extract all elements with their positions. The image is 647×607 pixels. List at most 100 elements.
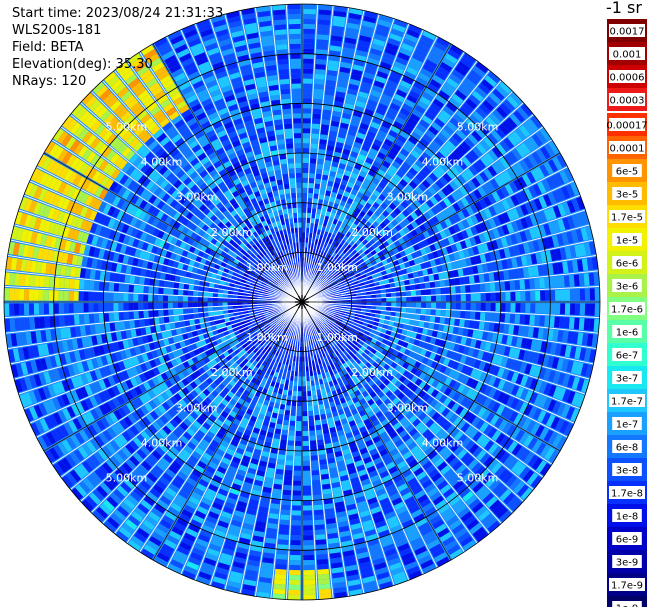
range-gate-cell	[445, 302, 451, 309]
range-gate-cell	[402, 103, 413, 113]
range-gate-cell	[314, 259, 318, 265]
range-gate-cell	[318, 287, 323, 292]
range-gate-cell	[410, 57, 423, 67]
range-gate-cell	[527, 437, 538, 450]
range-gate-cell	[333, 267, 339, 272]
range-gate-cell	[354, 283, 360, 288]
range-gate-cell	[381, 93, 392, 102]
range-gate-cell	[364, 10, 378, 19]
range-gate-cell	[334, 248, 340, 254]
range-gate-cell	[383, 52, 395, 61]
range-gate-cell	[317, 568, 330, 575]
range-gate-cell	[292, 505, 301, 511]
range-gate-cell	[323, 277, 328, 282]
range-gate-cell	[343, 284, 350, 288]
range-gate-cell	[400, 286, 406, 292]
range-gate-cell	[439, 317, 446, 324]
range-gate-cell	[562, 374, 571, 387]
range-gate-cell	[525, 216, 534, 228]
range-gate-cell	[372, 221, 379, 228]
range-gate-cell	[407, 325, 414, 331]
range-gate-cell	[423, 275, 430, 282]
range-gate-cell	[292, 395, 297, 402]
range-gate-cell	[439, 200, 448, 210]
range-gate-cell	[365, 103, 376, 112]
range-gate-cell	[335, 322, 341, 327]
range-gate-cell	[366, 252, 373, 259]
range-gate-cell	[383, 279, 390, 284]
range-gate-cell	[414, 208, 423, 217]
range-gate-cell	[427, 209, 435, 218]
range-gate-cell	[332, 187, 339, 194]
range-gate-cell	[302, 143, 310, 149]
range-gate-cell	[539, 164, 550, 177]
range-gate-cell	[448, 379, 457, 389]
range-gate-cell	[348, 227, 355, 234]
range-gate-cell	[400, 307, 407, 313]
range-gate-cell	[314, 519, 325, 526]
range-gate-cell	[312, 108, 322, 115]
range-gate-cell	[495, 85, 509, 98]
range-gate-cell	[406, 223, 415, 232]
ray	[306, 128, 552, 300]
range-gate-cell	[481, 331, 489, 341]
range-gate-cell	[547, 431, 558, 445]
range-gate-cell	[511, 148, 522, 161]
range-gate-cell	[415, 333, 422, 340]
range-gate-cell	[406, 215, 415, 223]
range-gate-cell	[464, 455, 475, 467]
range-gate-cell	[410, 367, 418, 375]
range-gate-cell	[434, 70, 447, 81]
range-gate-cell	[549, 316, 555, 328]
range-gate-cell	[552, 401, 562, 414]
range-gate-cell	[302, 158, 309, 164]
range-gate-cell	[327, 284, 333, 289]
range-gate-cell	[446, 262, 453, 271]
range-gate-cell	[488, 443, 499, 455]
ray	[306, 304, 560, 463]
range-gate-cell	[389, 165, 398, 173]
range-gate-cell	[294, 460, 302, 466]
range-gate-cell	[357, 320, 364, 325]
range-gate-cell	[309, 173, 315, 179]
range-gate-cell	[383, 218, 391, 226]
range-gate-cell	[435, 213, 444, 222]
range-gate-cell	[424, 405, 433, 415]
range-gate-cell	[383, 198, 392, 206]
range-gate-cell	[357, 249, 364, 255]
range-gate-cell	[435, 309, 441, 316]
range-gate-cell	[340, 290, 346, 294]
range-gate-cell	[330, 212, 336, 219]
range-gate-cell	[295, 440, 302, 446]
range-gate-cell	[455, 310, 461, 318]
range-gate-cell	[422, 133, 433, 144]
range-gate-cell	[366, 345, 373, 352]
range-gate-cell	[424, 87, 437, 98]
range-gate-cell	[543, 429, 554, 443]
range-gate-cell	[393, 173, 402, 182]
range-gate-cell	[523, 188, 533, 200]
range-gate-cell	[459, 277, 465, 285]
range-gate-cell	[432, 425, 442, 435]
range-gate-cell	[470, 215, 479, 225]
range-gate-cell	[508, 246, 516, 257]
range-gate-cell	[312, 123, 320, 129]
range-gate-cell	[537, 410, 547, 423]
range-gate-cell	[446, 350, 453, 359]
range-gate-cell	[342, 47, 355, 54]
range-gate-cell	[368, 256, 375, 262]
ray	[307, 288, 600, 302]
range-gate-cell	[318, 312, 324, 316]
range-gate-cell	[503, 346, 511, 357]
range-gate-cell	[293, 386, 298, 392]
range-gate-cell	[576, 212, 585, 226]
range-gate-cell	[400, 291, 407, 297]
range-gate-cell	[371, 260, 377, 266]
range-gate-cell	[473, 275, 480, 283]
range-gate-cell	[360, 311, 366, 316]
range-gate-cell	[388, 336, 395, 342]
range-gate-cell	[333, 203, 339, 210]
range-gate-cell	[339, 324, 345, 329]
range-gate-cell	[382, 210, 390, 218]
range-gate-cell	[457, 159, 468, 170]
